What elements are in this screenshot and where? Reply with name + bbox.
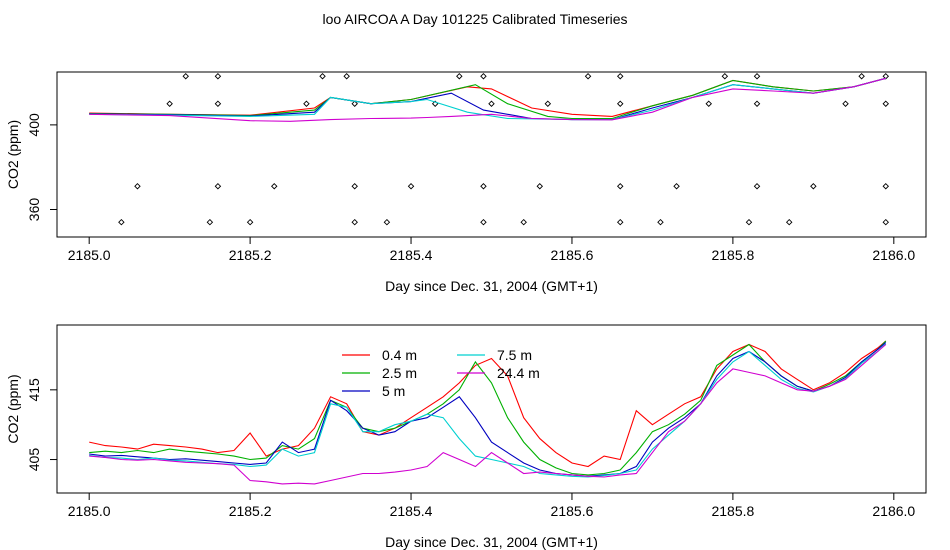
series-line-5 [89,77,886,122]
legend-label: 7.5 m [497,347,532,363]
y-tick-label: 405 [26,448,42,472]
flag-marker [745,218,753,226]
flag-marker [882,182,890,190]
x-tick-label: 2185.0 [68,247,111,263]
x-tick-label: 2185.0 [68,503,111,519]
legend-label: 5 m [382,383,405,399]
plot-frame [56,71,927,238]
flag-marker [544,100,552,107]
flag-marker [214,182,222,190]
flag-marker [488,100,495,107]
x-axis-label: Day since Dec. 31, 2004 (GMT+1) [385,534,598,550]
y-tick-label: 360 [26,198,42,222]
y-tick-label: 415 [26,378,42,402]
flag-marker [480,182,487,190]
flag-marker [246,218,254,226]
plot-frame [56,324,927,494]
series-line-2 [89,77,886,120]
flag-marker [753,72,761,80]
series-line-4 [89,343,887,478]
x-axis-label: Day since Dec. 31, 2004 (GMT+1) [385,278,598,294]
flag-marker [351,100,358,107]
flag-marker [657,218,664,226]
flag-marker [882,218,890,226]
y-axis-label: CO2 (ppm) [5,120,21,189]
flag-marker [785,218,793,226]
flag-marker [214,100,222,107]
flag-marker [584,72,592,80]
x-tick-label: 2185.6 [551,247,594,263]
legend-label: 0.4 m [382,347,417,363]
flag-marker [319,72,326,80]
series-line-3 [89,341,887,477]
flag-marker [753,182,761,190]
flag-marker [617,100,624,107]
flag-marker [536,182,544,190]
x-tick-label: 2185.8 [711,503,754,519]
legend-label: 2.5 m [382,365,417,381]
y-tick-label: 400 [26,113,42,137]
flag-marker [882,72,890,80]
y-axis-label: CO2 (ppm) [5,374,21,443]
flag-marker [842,100,849,107]
flag-marker [617,72,624,80]
flag-marker [134,182,141,190]
bottom-panel: 2185.0 2185.2 2185.4 2185.6 2185.8 2186.0 405 4… [5,324,927,550]
flag-marker [721,72,729,80]
x-tick-label: 2185.2 [229,247,272,263]
x-tick-label: 2185.8 [711,247,754,263]
flag-marker [673,182,680,190]
flag-marker [351,182,358,190]
flag-marker [456,72,463,80]
top-panel: 2185.0 2185.2 2185.4 2185.6 2185.8 2186.0 360 4… [5,71,927,294]
flag-marker [810,182,817,190]
flag-marker [343,72,350,80]
flag-marker [303,100,310,107]
series-line-1 [89,340,887,468]
flag-marker [166,100,173,107]
series-line-3 [89,77,886,121]
x-tick-label: 2186.0 [872,503,915,519]
flag-marker [753,100,761,107]
flag-marker [271,182,278,190]
x-tick-label: 2185.6 [551,503,594,519]
flag-marker [118,218,125,226]
x-tick-label: 2185.4 [390,247,433,263]
flag-marker [383,218,391,226]
series-line-4 [89,77,886,121]
flag-marker [407,182,415,190]
flag-marker [182,72,189,80]
x-tick-label: 2185.2 [229,503,272,519]
flag-marker [480,72,487,80]
flag-marker [520,218,527,226]
flag-marker [351,218,358,226]
figure-title: loo AIRCOA A Day 101225 Calibrated Times… [322,11,627,27]
x-tick-label: 2185.4 [390,503,433,519]
flag-marker [214,72,222,80]
x-tick-label: 2186.0 [872,247,915,263]
series-line-2 [89,340,887,476]
flag-marker [858,72,865,80]
flag-marker [617,218,624,226]
flag-marker [206,218,214,226]
series-line-5 [89,344,887,485]
flag-marker [617,182,624,190]
legend-label: 24.4 m [497,365,540,381]
flag-marker [480,218,487,226]
flag-marker [705,100,712,107]
flag-marker [882,100,890,107]
